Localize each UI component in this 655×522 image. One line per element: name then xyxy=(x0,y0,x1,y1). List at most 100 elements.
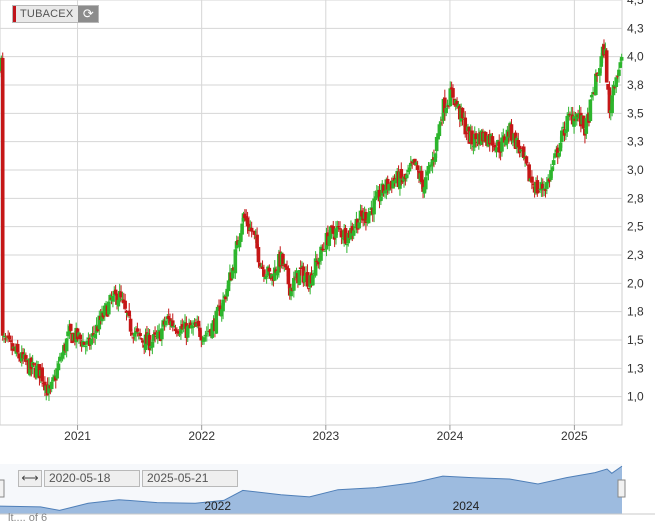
candle-up xyxy=(107,301,111,315)
candle-up xyxy=(292,278,296,291)
candle-up xyxy=(323,250,327,252)
candle-down xyxy=(455,100,459,107)
candle-down xyxy=(413,158,417,165)
candle-up xyxy=(346,232,351,244)
range-from-date[interactable]: 2020-05-18 xyxy=(44,470,140,487)
candle-down xyxy=(32,363,36,365)
candle-down xyxy=(127,310,132,317)
candle-up xyxy=(230,268,235,279)
x-tick-label: 2021 xyxy=(64,429,91,443)
candle-down xyxy=(524,156,529,164)
candle-down xyxy=(113,289,118,295)
candle-up xyxy=(289,287,293,297)
candle-down xyxy=(258,262,262,267)
candle-up xyxy=(272,267,277,281)
candle-up xyxy=(549,170,553,180)
candle-down xyxy=(460,107,465,119)
candle-up xyxy=(60,352,65,359)
candle-up xyxy=(172,326,176,328)
candle-down xyxy=(40,367,44,382)
navigator-line xyxy=(0,465,623,511)
candle-up xyxy=(214,310,219,334)
candle-down xyxy=(547,178,552,182)
y-tick-label: 2,8 xyxy=(627,191,644,205)
candle-down xyxy=(530,176,534,183)
candle-up xyxy=(51,377,55,382)
candle-down xyxy=(7,335,12,340)
candle-down xyxy=(606,83,610,90)
navigator-panel[interactable]: ⟷ 2020-05-18 2025-05-21 xyxy=(0,461,655,522)
candle-up xyxy=(423,177,428,190)
candle-down xyxy=(128,318,133,332)
y-tick-label: 3,0 xyxy=(627,163,644,177)
candle-down xyxy=(196,320,201,327)
candle-up xyxy=(375,191,379,198)
candle-up xyxy=(275,270,280,276)
y-tick-label: 2,5 xyxy=(627,220,644,234)
ticker-badge[interactable]: TUBACEX ⟳ xyxy=(12,5,100,23)
candle-down xyxy=(321,248,326,250)
candle-up xyxy=(132,333,137,337)
candle-up xyxy=(238,233,243,242)
candle-down xyxy=(343,228,348,244)
candle-down xyxy=(305,272,310,287)
candle-up xyxy=(221,299,225,312)
candle-up xyxy=(93,334,98,338)
candle-up xyxy=(351,230,356,236)
candle-down xyxy=(516,140,521,148)
candle-up xyxy=(511,141,515,143)
x-tick-label: 2022 xyxy=(188,429,215,443)
candle-down xyxy=(176,331,181,334)
candle-down xyxy=(141,340,145,343)
range-arrows-icon[interactable]: ⟷ xyxy=(18,470,42,487)
refresh-icon[interactable]: ⟳ xyxy=(78,6,99,22)
candle-down xyxy=(170,320,175,327)
candle-up xyxy=(438,122,443,125)
candle-down xyxy=(415,165,420,170)
candle-up xyxy=(619,56,624,61)
candle-up xyxy=(357,222,361,229)
candle-down xyxy=(247,223,251,231)
candle-up xyxy=(2,335,6,338)
candle-up xyxy=(157,329,161,333)
navigator-handle-right[interactable] xyxy=(617,479,626,498)
candle-up xyxy=(598,68,602,76)
candle-up xyxy=(436,133,440,140)
candle-down xyxy=(68,323,73,331)
candle-up xyxy=(430,158,435,166)
plot-area xyxy=(0,0,623,426)
range-to-date[interactable]: 2025-05-21 xyxy=(142,470,238,487)
x-tick-label: 2023 xyxy=(312,429,339,443)
candle-up xyxy=(368,211,372,216)
candle-up xyxy=(349,227,353,240)
navigator-handle-left[interactable] xyxy=(0,479,5,498)
candle-up xyxy=(414,162,419,165)
candle-up xyxy=(574,113,579,122)
candle-down xyxy=(138,332,142,337)
navigator-year-label: 2022 xyxy=(204,499,231,513)
candle-up xyxy=(398,171,402,189)
candle-up xyxy=(372,198,376,215)
y-tick-label: 1,0 xyxy=(627,390,644,404)
candle-down xyxy=(24,355,28,362)
candle-down xyxy=(0,57,5,336)
candle-down xyxy=(131,337,136,339)
candle-down xyxy=(463,117,468,135)
candle-up xyxy=(177,334,182,336)
candle-up xyxy=(588,99,593,122)
candle-down xyxy=(555,147,560,158)
candle-down xyxy=(285,266,289,270)
candle-up xyxy=(565,115,570,132)
y-tick-label: 4,5 xyxy=(627,0,644,7)
candle-up xyxy=(47,385,51,394)
candle-up xyxy=(422,187,427,194)
candle-up xyxy=(185,326,190,338)
candle-up xyxy=(545,182,549,189)
candle-down xyxy=(336,226,341,228)
candle-up xyxy=(56,363,61,371)
candle-up xyxy=(444,108,448,114)
candle-down xyxy=(301,266,306,283)
candle-up xyxy=(160,328,164,340)
candle-down xyxy=(521,146,526,158)
candle-up xyxy=(550,167,555,172)
